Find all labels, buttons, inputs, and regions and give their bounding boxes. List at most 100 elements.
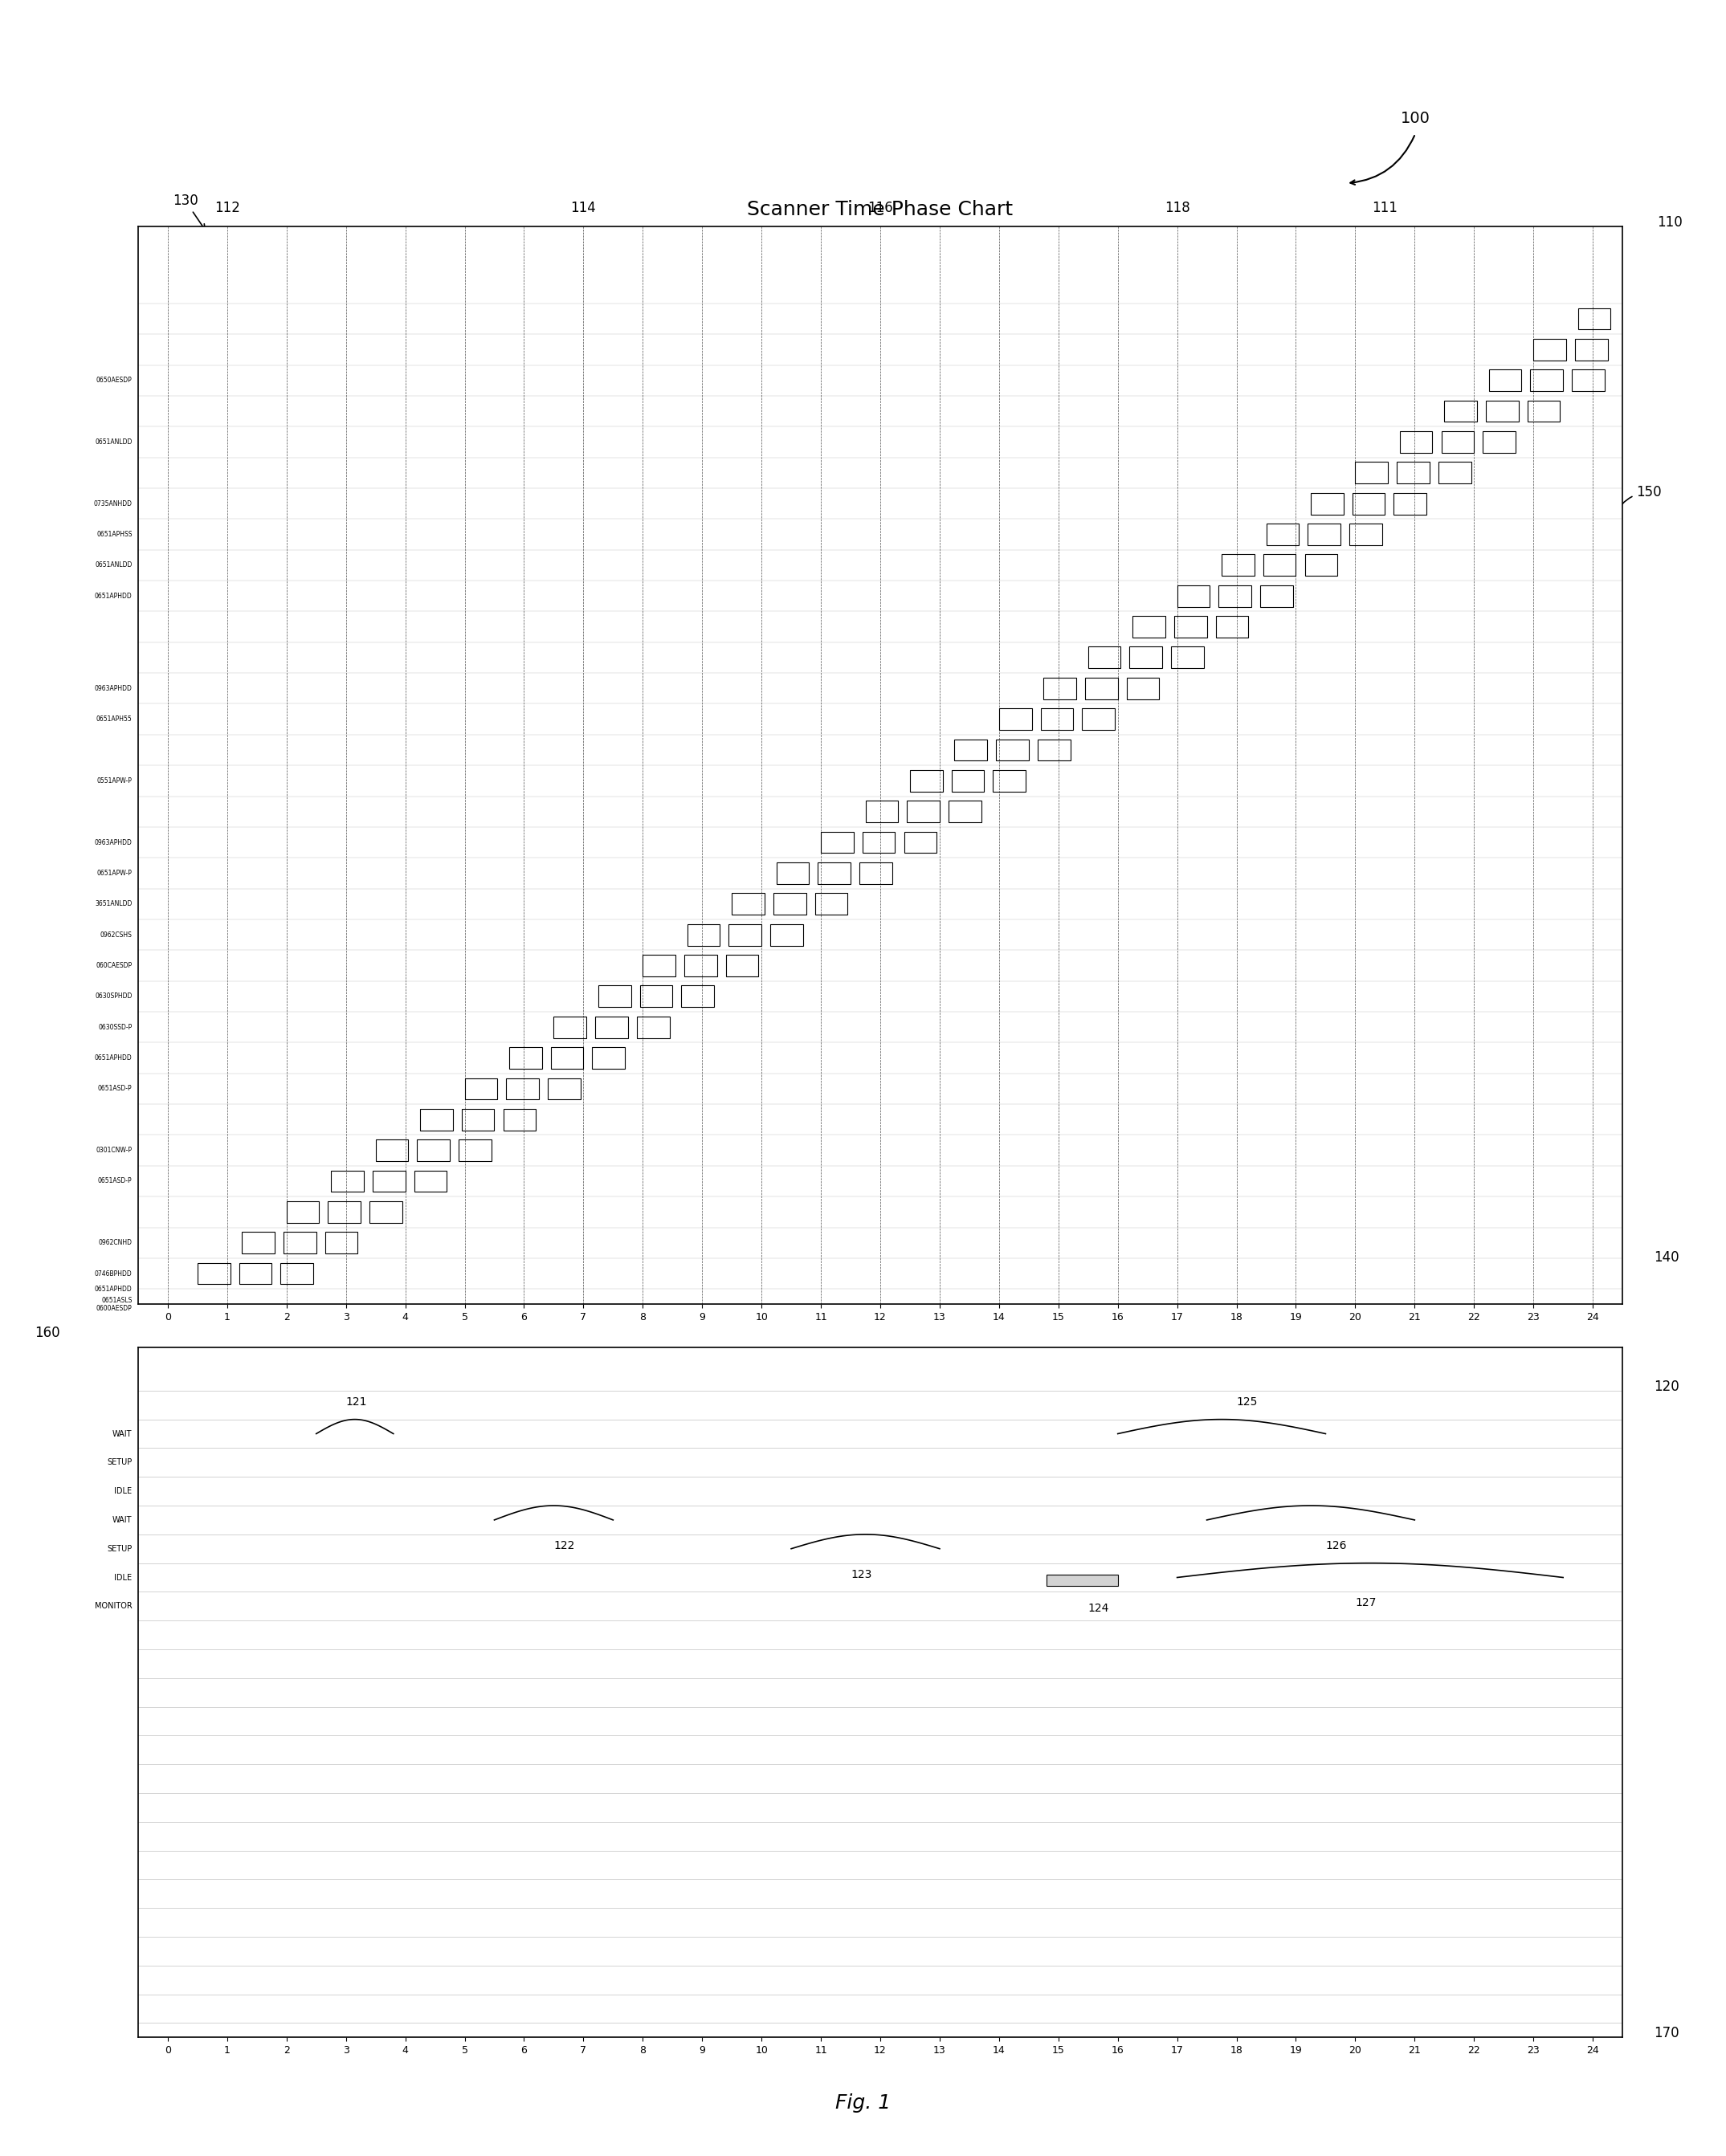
FancyBboxPatch shape: [1531, 369, 1564, 390]
Text: 130: 130: [173, 194, 205, 231]
FancyBboxPatch shape: [822, 832, 854, 854]
FancyBboxPatch shape: [197, 1263, 230, 1285]
Text: 120: 120: [1654, 1380, 1679, 1393]
Text: 0962CSHS: 0962CSHS: [100, 931, 133, 938]
FancyBboxPatch shape: [1578, 308, 1610, 330]
FancyBboxPatch shape: [1177, 584, 1210, 606]
FancyBboxPatch shape: [1574, 338, 1607, 360]
FancyBboxPatch shape: [238, 1263, 271, 1285]
FancyBboxPatch shape: [687, 925, 720, 946]
Text: 0651APHDD: 0651APHDD: [95, 593, 133, 599]
FancyBboxPatch shape: [373, 1171, 406, 1192]
Text: 125: 125: [1236, 1397, 1258, 1408]
FancyBboxPatch shape: [1127, 677, 1160, 699]
FancyBboxPatch shape: [949, 800, 980, 821]
Text: 0650AESDP: 0650AESDP: [97, 377, 133, 384]
Text: IDLE: IDLE: [114, 1574, 133, 1583]
FancyBboxPatch shape: [509, 1048, 542, 1069]
FancyBboxPatch shape: [1441, 431, 1474, 453]
Text: 110: 110: [1657, 216, 1683, 229]
FancyBboxPatch shape: [1351, 494, 1384, 515]
Text: 152: 152: [986, 897, 1061, 940]
FancyBboxPatch shape: [1044, 677, 1077, 699]
FancyBboxPatch shape: [773, 893, 806, 914]
Bar: [1046, 1574, 1118, 1587]
FancyBboxPatch shape: [592, 1048, 625, 1069]
FancyBboxPatch shape: [1215, 617, 1248, 638]
Text: 0651APW-P: 0651APW-P: [97, 869, 133, 877]
FancyBboxPatch shape: [863, 832, 896, 854]
Title: Scanner Time Phase Chart: Scanner Time Phase Chart: [747, 201, 1013, 220]
FancyBboxPatch shape: [419, 1108, 452, 1130]
FancyBboxPatch shape: [1310, 494, 1343, 515]
FancyBboxPatch shape: [1086, 677, 1118, 699]
FancyBboxPatch shape: [865, 800, 898, 821]
FancyBboxPatch shape: [283, 1231, 316, 1253]
Text: 0651APH55: 0651APH55: [97, 716, 133, 722]
Text: 0962CNHD: 0962CNHD: [98, 1240, 133, 1246]
FancyBboxPatch shape: [1037, 740, 1070, 761]
Text: Fig. 1: Fig. 1: [835, 2093, 891, 2113]
FancyBboxPatch shape: [683, 955, 716, 977]
Text: 0630SSD-P: 0630SSD-P: [98, 1024, 133, 1031]
FancyBboxPatch shape: [595, 1015, 628, 1037]
Text: 126: 126: [1326, 1539, 1346, 1550]
FancyBboxPatch shape: [281, 1263, 312, 1285]
FancyBboxPatch shape: [1533, 338, 1565, 360]
Text: 112: 112: [214, 201, 240, 216]
FancyBboxPatch shape: [1260, 584, 1293, 606]
Text: 0651ASLS
0600AESDP: 0651ASLS 0600AESDP: [97, 1296, 133, 1313]
FancyBboxPatch shape: [732, 893, 765, 914]
Text: 0651ANLDD: 0651ANLDD: [95, 438, 133, 446]
FancyBboxPatch shape: [1219, 584, 1251, 606]
Text: 114: 114: [571, 201, 595, 216]
Text: MONITOR: MONITOR: [95, 1602, 133, 1611]
Text: 3651ANLDD: 3651ANLDD: [95, 901, 133, 908]
FancyBboxPatch shape: [1445, 401, 1477, 423]
FancyBboxPatch shape: [1041, 709, 1074, 731]
Text: 0651ASD-P: 0651ASD-P: [98, 1177, 133, 1186]
FancyBboxPatch shape: [1572, 369, 1605, 390]
FancyBboxPatch shape: [951, 770, 984, 791]
FancyBboxPatch shape: [506, 1078, 539, 1100]
Text: 122: 122: [554, 1539, 575, 1550]
Text: 0735ANHDD: 0735ANHDD: [93, 500, 133, 507]
Text: 0301CNW-P: 0301CNW-P: [97, 1147, 133, 1153]
Text: 121: 121: [345, 1397, 368, 1408]
Text: 0651APHDD: 0651APHDD: [95, 1054, 133, 1061]
Text: 0551APW-P: 0551APW-P: [97, 776, 133, 785]
FancyBboxPatch shape: [328, 1201, 361, 1222]
FancyBboxPatch shape: [1395, 494, 1426, 515]
FancyBboxPatch shape: [1132, 617, 1165, 638]
FancyBboxPatch shape: [547, 1078, 580, 1100]
Text: 116: 116: [868, 201, 892, 216]
Text: 0746BPHDD: 0746BPHDD: [95, 1270, 133, 1276]
FancyBboxPatch shape: [1082, 709, 1115, 731]
FancyBboxPatch shape: [1129, 647, 1162, 668]
FancyBboxPatch shape: [992, 770, 1025, 791]
Text: SETUP: SETUP: [107, 1544, 133, 1552]
FancyBboxPatch shape: [904, 832, 937, 854]
Text: 060CAESDP: 060CAESDP: [97, 962, 133, 970]
FancyBboxPatch shape: [999, 709, 1032, 731]
FancyBboxPatch shape: [1174, 617, 1206, 638]
FancyBboxPatch shape: [324, 1231, 357, 1253]
FancyBboxPatch shape: [682, 985, 715, 1007]
FancyBboxPatch shape: [464, 1078, 497, 1100]
FancyBboxPatch shape: [777, 862, 809, 884]
FancyBboxPatch shape: [910, 770, 942, 791]
Text: 0651ANLDD: 0651ANLDD: [95, 561, 133, 569]
Text: WAIT: WAIT: [112, 1429, 133, 1438]
Text: IDLE: IDLE: [114, 1488, 133, 1496]
FancyBboxPatch shape: [727, 955, 758, 977]
FancyBboxPatch shape: [554, 1015, 587, 1037]
Text: WAIT: WAIT: [112, 1516, 133, 1524]
FancyBboxPatch shape: [461, 1108, 494, 1130]
FancyBboxPatch shape: [1486, 401, 1519, 423]
Text: 0651APHSS: 0651APHSS: [97, 530, 133, 539]
Text: 140: 140: [1654, 1250, 1679, 1263]
FancyBboxPatch shape: [287, 1201, 319, 1222]
Text: 100: 100: [1400, 110, 1431, 127]
FancyBboxPatch shape: [1350, 524, 1383, 545]
FancyBboxPatch shape: [1222, 554, 1255, 576]
